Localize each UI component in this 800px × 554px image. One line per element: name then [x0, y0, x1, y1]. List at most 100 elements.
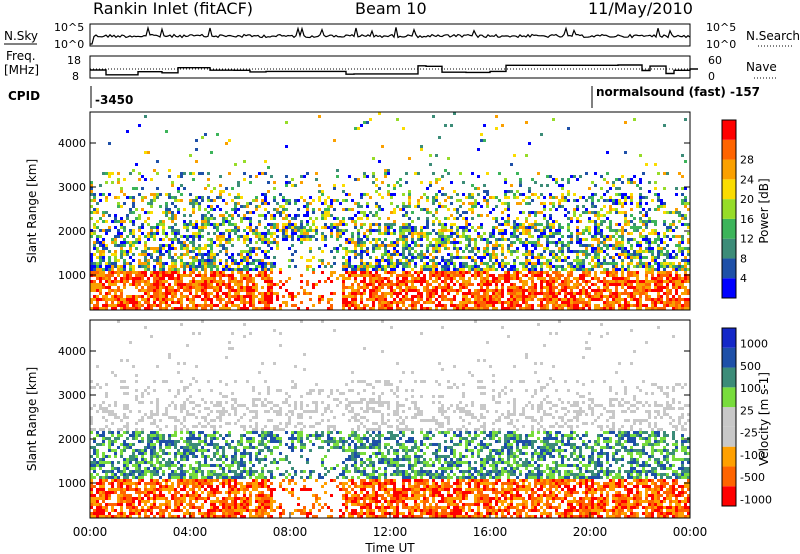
power-cell [681, 217, 684, 220]
power-cell [228, 295, 231, 298]
power-cell [615, 247, 618, 250]
power-cell [660, 262, 663, 265]
power-cell [201, 235, 204, 238]
power-cell [360, 295, 363, 298]
power-cell [423, 301, 426, 304]
power-cell [159, 271, 162, 274]
power-cell [318, 190, 321, 193]
power-cell [561, 235, 564, 238]
power-cell [282, 232, 285, 235]
power-cell [252, 298, 255, 301]
power-cell [645, 226, 648, 229]
power-cell [525, 250, 528, 253]
power-cell [264, 235, 267, 238]
power-cell [369, 229, 372, 232]
power-cell [522, 223, 525, 226]
power-cell [666, 250, 669, 253]
power-cell [150, 229, 153, 232]
power-cell [186, 238, 189, 241]
power-cell [93, 283, 96, 286]
power-cell [507, 196, 510, 199]
power-cell [402, 265, 405, 268]
power-cell [543, 286, 546, 289]
power-cell [549, 217, 552, 220]
power-cell [210, 247, 213, 250]
power-cell [621, 211, 624, 214]
power-cell [552, 220, 555, 223]
velocity-cell [123, 413, 126, 416]
power-cell [579, 283, 582, 286]
power-cell [228, 301, 231, 304]
power-cell [495, 247, 498, 250]
power-cell [351, 232, 354, 235]
power-cell [657, 283, 660, 286]
power-cell [621, 238, 624, 241]
power-cell [210, 280, 213, 283]
power-cell [384, 271, 387, 274]
power-cell [234, 208, 237, 211]
power-cell [105, 298, 108, 301]
power-cell [240, 217, 243, 220]
power-cell [369, 223, 372, 226]
power-cell [630, 286, 633, 289]
power-cell [231, 271, 234, 274]
power-cell [207, 286, 210, 289]
power-cell [561, 250, 564, 253]
power-cell [597, 199, 600, 202]
power-cell [138, 271, 141, 274]
power-cell [129, 283, 132, 286]
power-cell [408, 244, 411, 247]
power-cell [549, 214, 552, 217]
power-cell [594, 232, 597, 235]
power-cell [225, 295, 228, 298]
power-cell [438, 202, 441, 205]
velocity-cell [129, 482, 132, 485]
power-cell [111, 283, 114, 286]
power-cell [669, 256, 672, 259]
velocity-cell [108, 440, 111, 443]
power-cell [150, 202, 153, 205]
power-cell [126, 307, 129, 310]
power-cell [240, 307, 243, 310]
power-cell [117, 286, 120, 289]
power-cell [192, 199, 195, 202]
power-cell [186, 226, 189, 229]
power-cell [423, 262, 426, 265]
power-cell [675, 301, 678, 304]
power-cell [576, 226, 579, 229]
power-cell [561, 274, 564, 277]
velocity-cell [102, 482, 105, 485]
power-cell [345, 253, 348, 256]
power-cell [666, 256, 669, 259]
power-cell [399, 289, 402, 292]
power-cell [363, 235, 366, 238]
power-cell [120, 250, 123, 253]
power-cell [141, 289, 144, 292]
power-cell [501, 295, 504, 298]
power-cell [324, 238, 327, 241]
power-cell [591, 283, 594, 286]
power-cell [219, 184, 222, 187]
velocity-cell [129, 512, 132, 515]
power-cell [354, 226, 357, 229]
power-cell [468, 244, 471, 247]
velocity-cell [123, 446, 126, 449]
power-cell [564, 280, 567, 283]
power-cell [225, 241, 228, 244]
power-cell [393, 289, 396, 292]
velocity-cell [96, 512, 99, 515]
power-cell [219, 190, 222, 193]
power-cell [450, 298, 453, 301]
power-cell [606, 238, 609, 241]
power-cell [162, 301, 165, 304]
power-cell [360, 268, 363, 271]
power-cell [204, 292, 207, 295]
power-cell [678, 265, 681, 268]
power-cell [168, 256, 171, 259]
power-cell [285, 304, 288, 307]
power-cell [264, 262, 267, 265]
velocity-cell [102, 416, 105, 419]
power-cell [132, 199, 135, 202]
power-cell [546, 280, 549, 283]
power-cell [477, 301, 480, 304]
